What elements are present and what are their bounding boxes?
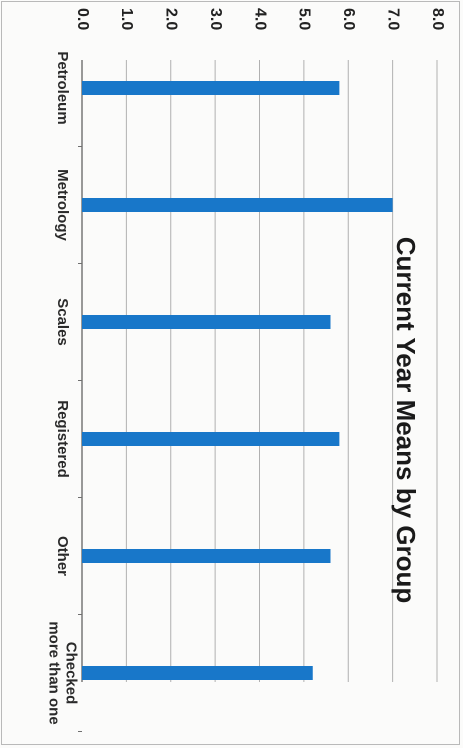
value-tick-label: 3.0 <box>207 8 224 30</box>
value-tick-labels: 0.0 1.0 2.0 3.0 4.0 5.0 6.0 7.0 8.0 <box>74 8 446 30</box>
value-tick-label: 4.0 <box>251 8 268 30</box>
category-label: Registered <box>54 400 71 478</box>
bars <box>82 81 393 680</box>
bar <box>82 315 331 329</box>
value-tick-label: 5.0 <box>296 8 313 30</box>
bar <box>82 81 340 95</box>
category-label: Scales <box>54 298 71 346</box>
chart-title: Current Year Means by Group <box>391 237 421 604</box>
value-tick-label: 1.0 <box>118 8 135 30</box>
category-labels: Petroleum Metrology Scales Registered Other C… <box>46 51 80 724</box>
bar <box>82 198 393 212</box>
value-tick-label: 0.0 <box>74 8 91 30</box>
value-tick-label: 8.0 <box>429 8 446 30</box>
value-tick-label: 7.0 <box>384 8 401 30</box>
bar <box>82 666 313 680</box>
bar <box>82 549 331 563</box>
category-label: Checked <box>63 642 80 705</box>
value-tick-label: 6.0 <box>340 8 357 30</box>
gridlines <box>78 60 438 732</box>
category-label: Petroleum <box>54 51 71 124</box>
value-tick-label: 2.0 <box>163 8 180 30</box>
category-label: more than one <box>46 621 63 724</box>
category-label: Other <box>54 536 71 576</box>
bar <box>82 432 340 446</box>
category-label: Metrology <box>54 169 71 241</box>
